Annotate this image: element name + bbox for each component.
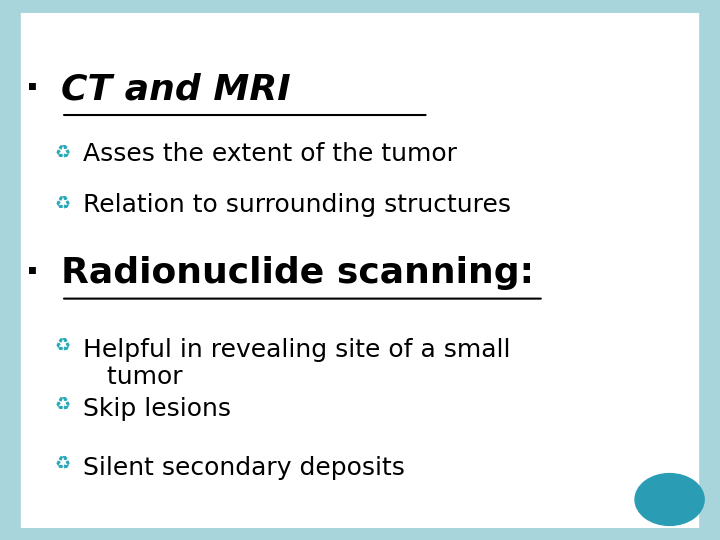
Text: Helpful in revealing site of a small
   tumor: Helpful in revealing site of a small tum… xyxy=(83,338,510,389)
Text: Relation to surrounding structures: Relation to surrounding structures xyxy=(83,193,510,217)
Text: ♻: ♻ xyxy=(55,196,71,214)
Text: Asses the extent of the tumor: Asses the extent of the tumor xyxy=(83,142,456,166)
Text: ♻: ♻ xyxy=(55,338,71,355)
Circle shape xyxy=(635,474,704,525)
Text: Radionuclide scanning:: Radionuclide scanning: xyxy=(61,256,534,289)
Text: ♻: ♻ xyxy=(55,456,71,474)
Text: Silent secondary deposits: Silent secondary deposits xyxy=(83,456,405,480)
Text: CT and MRI: CT and MRI xyxy=(61,72,291,106)
Text: ·: · xyxy=(25,70,40,108)
Text: ·: · xyxy=(25,254,40,292)
Text: Skip lesions: Skip lesions xyxy=(83,397,231,421)
Text: ♻: ♻ xyxy=(55,145,71,163)
Text: ♻: ♻ xyxy=(55,397,71,415)
